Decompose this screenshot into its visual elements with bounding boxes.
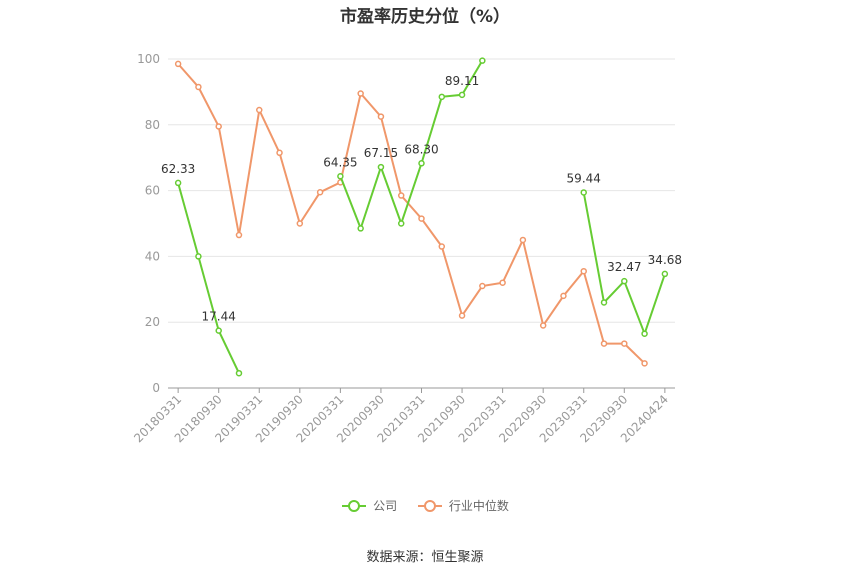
industry-data-point (539, 322, 547, 329)
company-data-point (661, 270, 669, 278)
company-data-point (641, 330, 648, 337)
company-data-point (438, 93, 446, 101)
company-data-point (580, 189, 587, 196)
data-label: 17.44 (202, 310, 236, 324)
company-data-point (215, 327, 222, 334)
y-tick-label: 60 (145, 184, 160, 198)
data-label: 32.47 (607, 260, 641, 274)
company-data-point (418, 160, 425, 167)
industry-data-point (519, 236, 527, 244)
data-source: 数据来源：恒生聚源 (366, 550, 484, 565)
company-data-point (235, 369, 243, 377)
series-lines (174, 57, 669, 377)
chart-title: 市盈率历史分位（%） (339, 7, 511, 27)
industry-series-line (177, 63, 646, 365)
industry-data-point (397, 192, 405, 199)
y-tick-label: 100 (137, 52, 160, 66)
industry-data-point (600, 340, 608, 347)
company-data-point (357, 225, 364, 232)
industry-data-point (215, 123, 222, 130)
industry-data-point (195, 83, 202, 91)
company-data-point (397, 220, 405, 227)
industry-data-point (621, 340, 628, 347)
legend: 公司 行业中位数 (0, 497, 850, 516)
industry-data-point (499, 279, 506, 286)
data-label: 64.35 (323, 155, 357, 169)
industry-data-point (256, 106, 263, 114)
industry-data-point (479, 282, 486, 290)
y-tick-label: 40 (145, 249, 160, 263)
grid-lines (168, 58, 675, 323)
industry-data-point (560, 292, 567, 300)
data-label: 34.68 (648, 253, 682, 267)
legend-company-marker-icon (342, 499, 367, 512)
company-data-point (458, 91, 466, 99)
company-series-line (339, 60, 484, 232)
industry-data-point (174, 60, 182, 68)
industry-data-point (438, 243, 446, 250)
industry-data-point (458, 312, 466, 319)
industry-data-point (641, 360, 648, 367)
company-data-point (621, 277, 628, 285)
industry-data-point (276, 149, 283, 157)
y-tick-label: 20 (145, 315, 160, 329)
data-label: 67.15 (364, 146, 398, 160)
legend-item-industry[interactable]: 行业中位数 (417, 497, 509, 514)
data-label: 59.44 (567, 171, 601, 185)
company-data-point (600, 299, 608, 306)
industry-data-point (418, 215, 425, 222)
company-data-point (479, 57, 486, 64)
legend-item-company[interactable]: 公司 (341, 497, 397, 514)
company-data-point (174, 179, 182, 187)
legend-label-industry: 行业中位数 (448, 499, 509, 513)
y-tick-label: 0 (152, 381, 160, 395)
industry-data-point (296, 220, 304, 227)
company-data-point (195, 253, 202, 260)
legend-label-company: 公司 (373, 499, 398, 513)
industry-data-point (377, 113, 385, 120)
company-series-line (177, 182, 240, 374)
data-label: 68.30 (404, 142, 438, 156)
legend-industry-marker-icon (417, 499, 442, 512)
industry-data-point (580, 267, 587, 275)
industry-data-point (316, 188, 324, 196)
industry-data-point (235, 231, 243, 239)
company-data-point (337, 173, 344, 180)
data-label: 89.11 (445, 74, 479, 88)
data-labels: 62.33 17.44 64.35 67.15 68.30 89.11 59.44 32.47… (161, 74, 682, 324)
data-label: 62.33 (161, 162, 195, 176)
y-tick-label: 80 (145, 118, 160, 132)
industry-data-point (357, 90, 364, 97)
company-data-point (377, 163, 385, 171)
